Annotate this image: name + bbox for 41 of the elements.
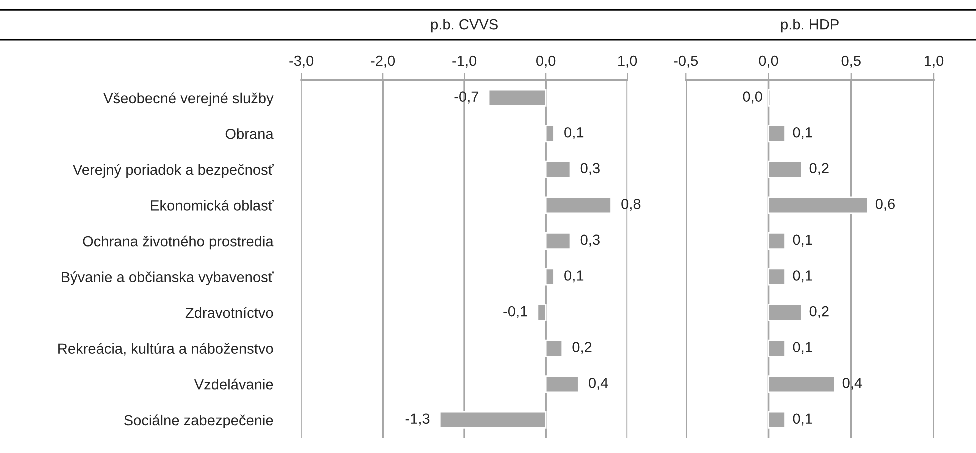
y-tick-label: Verejný poriadok a bezpečnosť (73, 164, 274, 178)
y-tick-label: Vzdelávanie (194, 378, 274, 390)
y-tick-label: Sociálne zabezpečenie (124, 414, 274, 429)
data-label: 0,6 (876, 199, 895, 212)
data-label: 0,1 (793, 234, 812, 247)
chart-title: p.b. CVVS (431, 19, 498, 33)
data-label: 0,1 (793, 342, 812, 354)
data-label: 0,1 (793, 127, 812, 140)
data-label: 0,2 (810, 306, 829, 318)
data-label: -1,3 (406, 414, 430, 426)
data-label: -0,7 (454, 92, 479, 104)
x-tick-label: 1,0 (618, 56, 638, 68)
x-tick-label: -3,0 (290, 56, 314, 68)
y-tick-label: Ekonomická oblasť (151, 200, 274, 211)
data-label: 0,1 (564, 270, 584, 283)
y-tick-label: Ochrana životného prostredia (83, 236, 274, 250)
data-label: 0,0 (743, 92, 762, 104)
x-tick-label: 0,5 (842, 56, 861, 68)
data-label: -0,1 (504, 306, 528, 318)
data-label: 0,4 (842, 378, 862, 390)
chart-title: p.b. HDP (781, 19, 839, 33)
x-tick-label: 0,0 (536, 56, 556, 68)
x-tick-label: 0,0 (759, 56, 778, 68)
y-tick-label: Bývanie a občianska vybavenosť (62, 272, 274, 286)
y-tick-label: Obrana (226, 128, 274, 140)
data-label: 0,1 (793, 270, 812, 283)
data-label: 0,8 (622, 199, 641, 212)
x-tick-label: 1,0 (925, 56, 944, 68)
x-tick-label: -0,5 (674, 56, 698, 68)
data-label: 0,3 (580, 163, 600, 176)
y-tick-label: Zdravotníctvo (186, 307, 274, 318)
data-label: 0,1 (793, 414, 812, 426)
data-label: 0,2 (572, 342, 592, 354)
y-tick-label: Rekreácia, kultúra a náboženstvo (58, 343, 274, 356)
data-label: 0,3 (580, 234, 600, 247)
y-tick-label: Všeobecné verejné služby (104, 92, 274, 106)
x-tick-label: -2,0 (371, 56, 396, 68)
x-tick-label: -1,0 (452, 56, 477, 68)
data-label: 0,4 (589, 378, 608, 390)
data-label: 0,2 (810, 163, 829, 176)
data-label: 0,1 (564, 127, 584, 140)
